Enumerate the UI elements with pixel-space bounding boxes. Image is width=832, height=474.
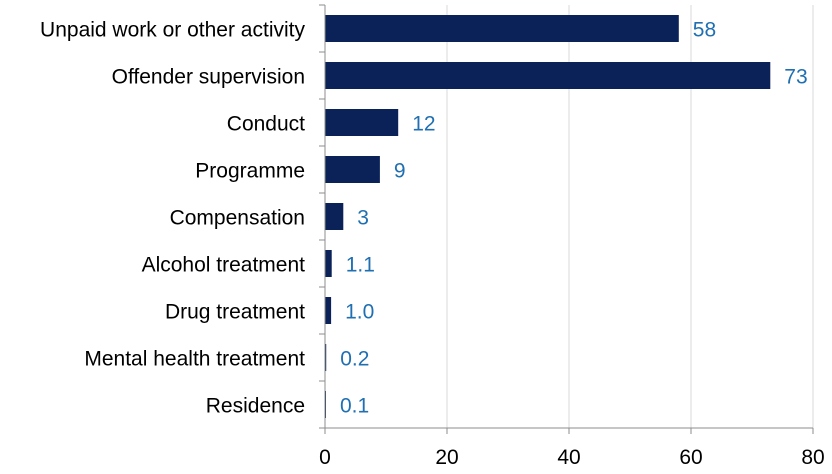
- category-label: Alcohol treatment: [142, 254, 306, 277]
- axes: [319, 4, 814, 434]
- x-tick-label: 0: [319, 446, 331, 469]
- category-label: Compensation: [170, 207, 305, 230]
- data-label: 9: [394, 160, 406, 183]
- data-label: 1.0: [345, 301, 374, 324]
- bar: [325, 250, 332, 277]
- data-label: 58: [693, 19, 716, 42]
- data-label: 3: [357, 207, 369, 230]
- category-label: Offender supervision: [112, 66, 305, 89]
- bar: [325, 109, 399, 136]
- bars: [325, 15, 771, 418]
- x-tick-label: 40: [557, 446, 580, 469]
- data-label: 73: [784, 66, 807, 89]
- data-label: 1.1: [346, 254, 375, 277]
- bar: [325, 156, 380, 183]
- category-labels: Unpaid work or other activity Offender su…: [40, 19, 305, 418]
- x-tick-label: 20: [435, 446, 458, 469]
- data-label: 12: [412, 113, 435, 136]
- category-label: Conduct: [227, 113, 305, 136]
- bar: [325, 203, 344, 230]
- category-label: Residence: [206, 395, 305, 418]
- category-label: Mental health treatment: [84, 348, 305, 371]
- bar: [325, 297, 332, 324]
- bar: [325, 62, 771, 89]
- category-label: Programme: [195, 160, 305, 183]
- bar: [325, 15, 679, 42]
- category-label: Unpaid work or other activity: [40, 19, 305, 42]
- category-label: Drug treatment: [165, 301, 305, 324]
- x-tick-labels: 0 20 40 60 80: [319, 446, 825, 469]
- x-tick-label: 80: [801, 446, 824, 469]
- x-tick-label: 60: [679, 446, 702, 469]
- data-labels: 58 73 12 9 3 1.1 1.0 0.2 0.1: [340, 19, 808, 418]
- bar: [325, 344, 327, 371]
- data-label: 0.2: [340, 348, 369, 371]
- data-label: 0.1: [340, 395, 369, 418]
